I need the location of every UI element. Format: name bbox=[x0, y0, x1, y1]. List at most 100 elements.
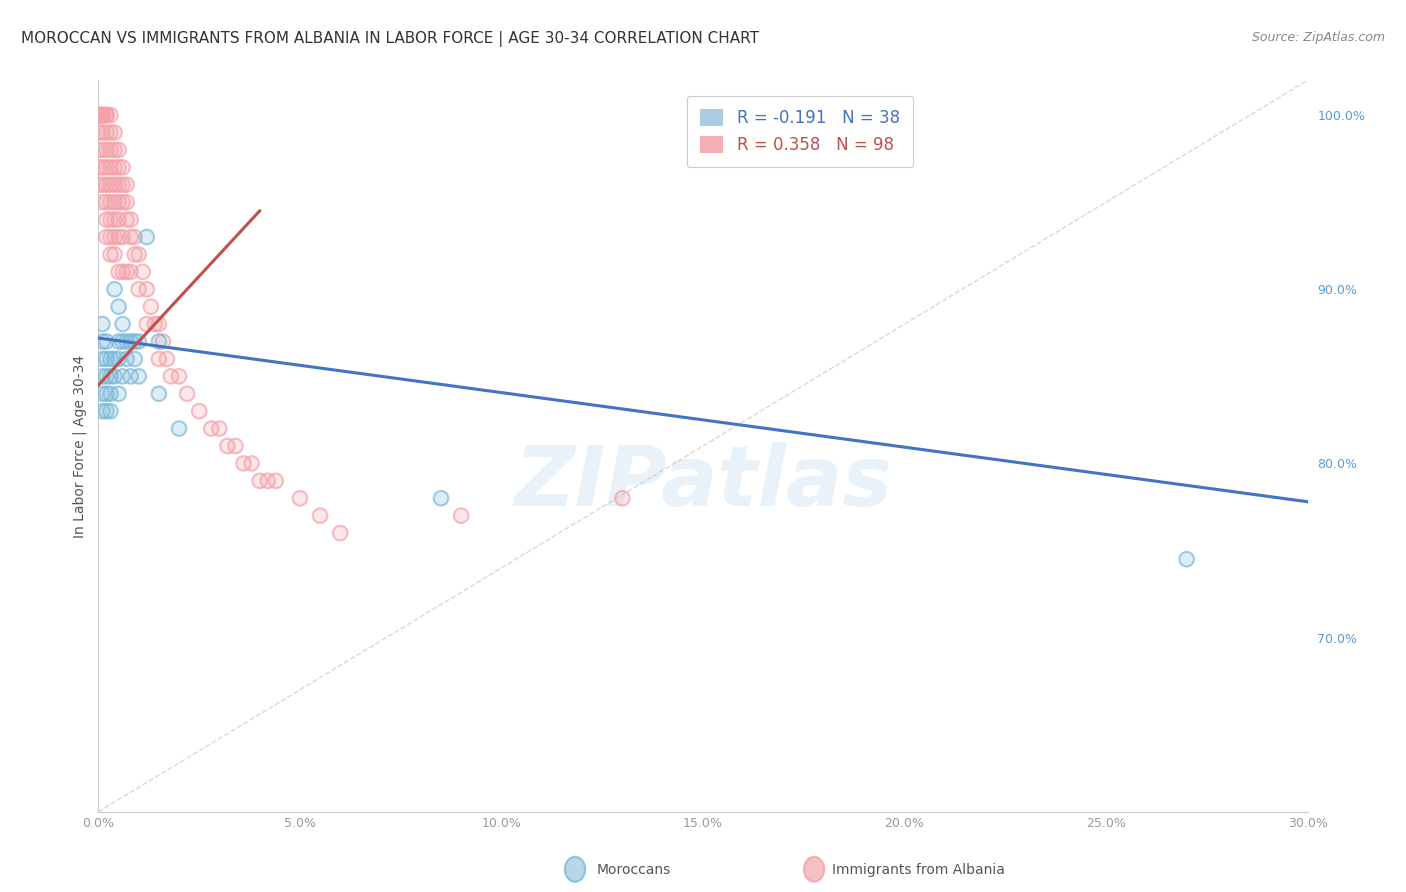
Circle shape bbox=[565, 856, 585, 881]
Point bbox=[96, 230, 118, 244]
Point bbox=[107, 334, 129, 349]
Point bbox=[91, 369, 114, 384]
Point bbox=[100, 247, 122, 261]
Point bbox=[128, 334, 150, 349]
Point bbox=[120, 334, 142, 349]
Point bbox=[107, 143, 129, 157]
Point bbox=[167, 369, 190, 384]
Point bbox=[115, 334, 138, 349]
Point bbox=[100, 161, 122, 175]
Point bbox=[87, 143, 110, 157]
Point bbox=[91, 386, 114, 401]
Point bbox=[124, 230, 146, 244]
Point bbox=[91, 108, 114, 122]
Point bbox=[96, 178, 118, 192]
Point bbox=[256, 474, 278, 488]
Point bbox=[107, 300, 129, 314]
Point bbox=[329, 526, 352, 541]
Point bbox=[152, 334, 174, 349]
Point bbox=[107, 300, 129, 314]
Point bbox=[100, 178, 122, 192]
Point bbox=[176, 386, 198, 401]
Point bbox=[115, 212, 138, 227]
Text: Immigrants from Albania: Immigrants from Albania bbox=[832, 863, 1005, 877]
Point bbox=[87, 108, 110, 122]
Point bbox=[224, 439, 246, 453]
Point bbox=[249, 474, 271, 488]
Point bbox=[91, 108, 114, 122]
Point bbox=[91, 317, 114, 331]
Point bbox=[232, 457, 254, 471]
Point bbox=[87, 108, 110, 122]
Point bbox=[156, 351, 179, 366]
Point bbox=[91, 178, 114, 192]
Point bbox=[107, 178, 129, 192]
Point bbox=[91, 126, 114, 140]
Point bbox=[96, 404, 118, 418]
Point bbox=[111, 195, 134, 210]
Point bbox=[107, 265, 129, 279]
Point bbox=[96, 108, 118, 122]
Point bbox=[111, 195, 134, 210]
Point bbox=[100, 143, 122, 157]
Point bbox=[120, 369, 142, 384]
Point bbox=[115, 195, 138, 210]
Point bbox=[264, 474, 287, 488]
Point bbox=[111, 369, 134, 384]
Point bbox=[148, 334, 170, 349]
Point bbox=[208, 421, 231, 435]
Point bbox=[91, 334, 114, 349]
Text: ZIPatlas: ZIPatlas bbox=[515, 442, 891, 523]
Point bbox=[103, 178, 125, 192]
Point bbox=[87, 108, 110, 122]
Point bbox=[107, 351, 129, 366]
Point bbox=[91, 195, 114, 210]
Point bbox=[309, 508, 332, 523]
Point bbox=[91, 108, 114, 122]
Point bbox=[100, 195, 122, 210]
Point bbox=[309, 508, 332, 523]
Point bbox=[91, 126, 114, 140]
Point bbox=[124, 247, 146, 261]
Point bbox=[100, 230, 122, 244]
Point bbox=[120, 334, 142, 349]
Point bbox=[96, 108, 118, 122]
Point bbox=[91, 161, 114, 175]
Point bbox=[135, 282, 157, 296]
Point bbox=[100, 386, 122, 401]
Point bbox=[100, 161, 122, 175]
Point bbox=[91, 161, 114, 175]
Point bbox=[111, 178, 134, 192]
Point bbox=[111, 317, 134, 331]
Point bbox=[128, 369, 150, 384]
Point bbox=[91, 178, 114, 192]
Point bbox=[148, 334, 170, 349]
Point bbox=[135, 230, 157, 244]
Point bbox=[124, 334, 146, 349]
Text: Source: ZipAtlas.com: Source: ZipAtlas.com bbox=[1251, 31, 1385, 45]
Point bbox=[1175, 552, 1198, 566]
Point bbox=[430, 491, 453, 506]
Point bbox=[128, 282, 150, 296]
Point bbox=[107, 265, 129, 279]
Point bbox=[288, 491, 311, 506]
Point bbox=[103, 195, 125, 210]
Point bbox=[96, 161, 118, 175]
Point bbox=[96, 126, 118, 140]
Point bbox=[128, 334, 150, 349]
Point bbox=[100, 178, 122, 192]
Point bbox=[87, 143, 110, 157]
Point bbox=[148, 351, 170, 366]
Point bbox=[100, 369, 122, 384]
Point bbox=[103, 351, 125, 366]
Point bbox=[96, 369, 118, 384]
Point bbox=[249, 474, 271, 488]
Point bbox=[91, 108, 114, 122]
Point bbox=[124, 351, 146, 366]
Point bbox=[87, 108, 110, 122]
Point bbox=[217, 439, 239, 453]
Point bbox=[96, 369, 118, 384]
Point bbox=[91, 108, 114, 122]
Point bbox=[450, 508, 472, 523]
Point bbox=[107, 195, 129, 210]
